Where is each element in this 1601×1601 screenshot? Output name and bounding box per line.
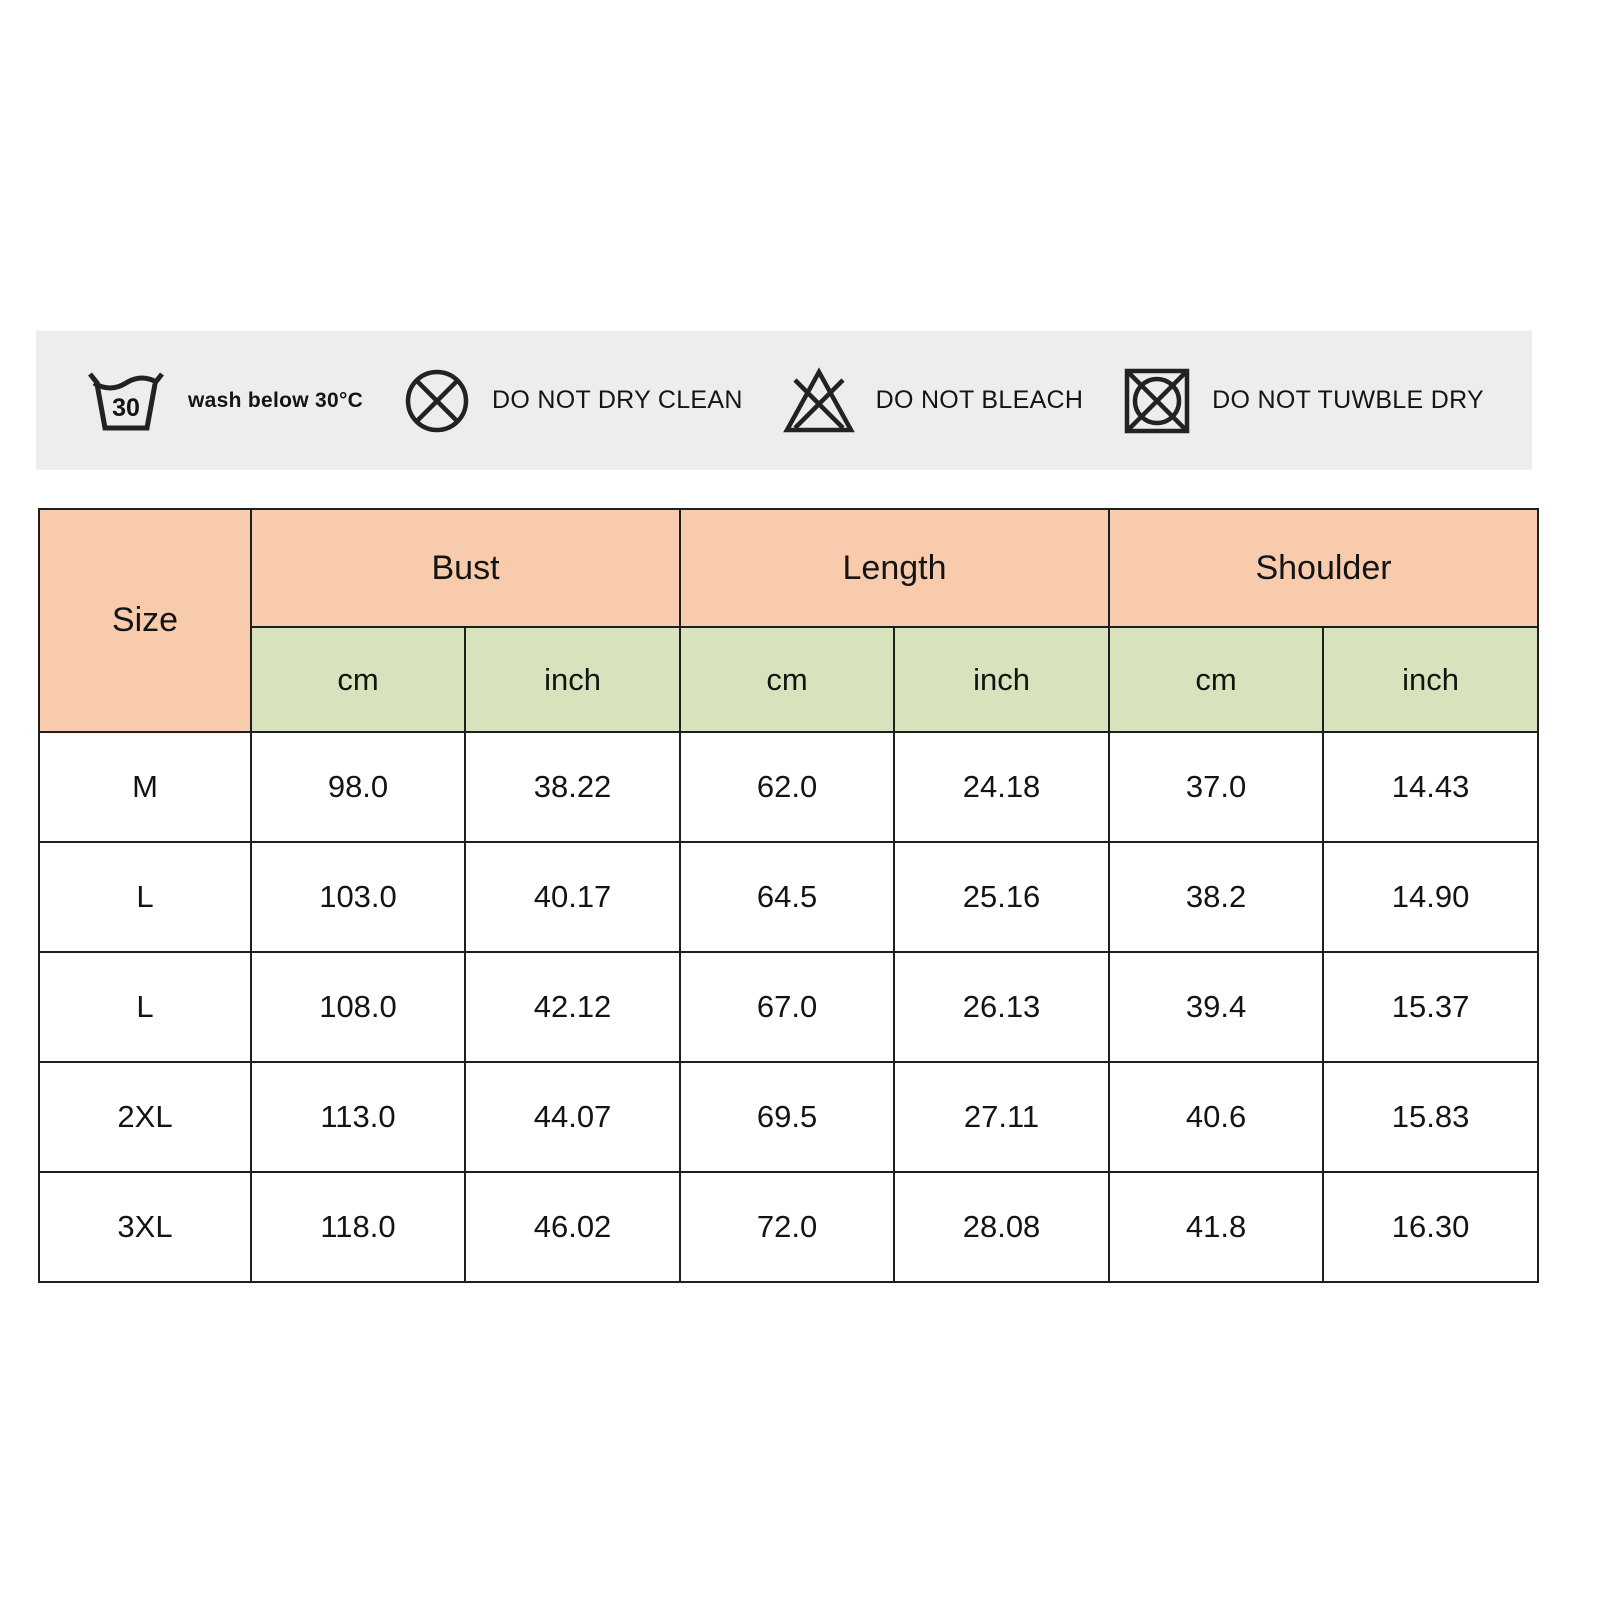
bust-inch-cell: 46.02 [463, 1171, 682, 1283]
shoulder-cm-cell: 40.6 [1108, 1061, 1325, 1173]
size-cell: 3XL [38, 1171, 252, 1283]
size-header-cell: Size [38, 508, 252, 733]
bust-inch-cell: 44.07 [463, 1061, 682, 1173]
bust-inch-cell: 40.17 [463, 841, 682, 953]
size-cell: L [38, 951, 252, 1063]
length-inch-unit-cell: inch [893, 626, 1111, 733]
table-row: 3XL 118.0 46.02 72.0 28.08 41.8 16.30 [38, 1171, 1540, 1283]
size-cell: 2XL [38, 1061, 252, 1173]
care-item-bleach: DO NOT BLEACH [782, 366, 1084, 435]
care-item-wash: 30 wash below 30°C [84, 366, 363, 436]
wash-30-icon: 30 [84, 366, 168, 436]
care-instructions-banner: 30 wash below 30°C DO NOT DRY CLEAN [36, 331, 1532, 470]
bust-inch-cell: 38.22 [463, 731, 682, 843]
do-not-dry-clean-icon [402, 366, 472, 436]
shoulder-header-cell: Shoulder [1108, 508, 1540, 628]
care-item-tumble-dry: DO NOT TUWBLE DRY [1122, 366, 1484, 436]
table-row: 2XL 113.0 44.07 69.5 27.11 40.6 15.83 [38, 1061, 1540, 1173]
wash-temp-number: 30 [112, 394, 140, 422]
bust-cm-cell: 98.0 [250, 731, 466, 843]
shoulder-cm-cell: 38.2 [1108, 841, 1325, 953]
bust-inch-unit-cell: inch [463, 626, 682, 733]
bust-cm-cell: 103.0 [250, 841, 466, 953]
table-row: L 103.0 40.17 64.5 25.16 38.2 14.90 [38, 841, 1540, 953]
length-cm-cell: 72.0 [679, 1171, 896, 1283]
shoulder-inch-cell: 15.37 [1322, 951, 1540, 1063]
length-header-cell: Length [679, 508, 1111, 628]
length-inch-cell: 27.11 [893, 1061, 1111, 1173]
size-cell: M [38, 731, 252, 843]
length-inch-cell: 28.08 [893, 1171, 1111, 1283]
do-not-bleach-icon [782, 366, 856, 435]
shoulder-cm-cell: 39.4 [1108, 951, 1325, 1063]
shoulder-inch-unit-cell: inch [1322, 626, 1540, 733]
care-item-dry-clean: DO NOT DRY CLEAN [402, 366, 743, 436]
size-chart-table: Size Bust Length Shoulder cm inch cm inc… [38, 508, 1540, 1283]
length-inch-cell: 24.18 [893, 731, 1111, 843]
shoulder-cm-cell: 41.8 [1108, 1171, 1325, 1283]
shoulder-cm-unit-cell: cm [1108, 626, 1325, 733]
bust-header-cell: Bust [249, 508, 682, 628]
care-label-wash: wash below 30°C [188, 388, 364, 412]
shoulder-inch-cell: 14.90 [1322, 841, 1540, 953]
care-label-tumble-dry: DO NOT TUWBLE DRY [1212, 386, 1484, 414]
bust-cm-cell: 113.0 [250, 1061, 466, 1173]
length-cm-cell: 62.0 [679, 731, 896, 843]
shoulder-inch-cell: 15.83 [1322, 1061, 1540, 1173]
care-label-bleach: DO NOT BLEACH [875, 386, 1084, 414]
table-row: L 108.0 42.12 67.0 26.13 39.4 15.37 [38, 951, 1540, 1063]
length-inch-cell: 26.13 [893, 951, 1111, 1063]
bust-cm-cell: 118.0 [250, 1171, 466, 1283]
size-cell: L [38, 841, 252, 953]
bust-cm-cell: 108.0 [250, 951, 466, 1063]
length-cm-cell: 69.5 [679, 1061, 896, 1173]
bust-cm-unit-cell: cm [250, 626, 466, 733]
length-cm-cell: 67.0 [679, 951, 896, 1063]
length-inch-cell: 25.16 [893, 841, 1111, 953]
shoulder-cm-cell: 37.0 [1108, 731, 1325, 843]
shoulder-inch-cell: 14.43 [1322, 731, 1540, 843]
shoulder-inch-cell: 16.30 [1322, 1171, 1540, 1283]
care-label-dry-clean: DO NOT DRY CLEAN [492, 386, 743, 414]
length-cm-unit-cell: cm [679, 626, 896, 733]
bust-inch-cell: 42.12 [463, 951, 682, 1063]
do-not-tumble-dry-icon [1122, 366, 1192, 436]
length-cm-cell: 64.5 [679, 841, 896, 953]
table-row: M 98.0 38.22 62.0 24.18 37.0 14.43 [38, 731, 1540, 843]
